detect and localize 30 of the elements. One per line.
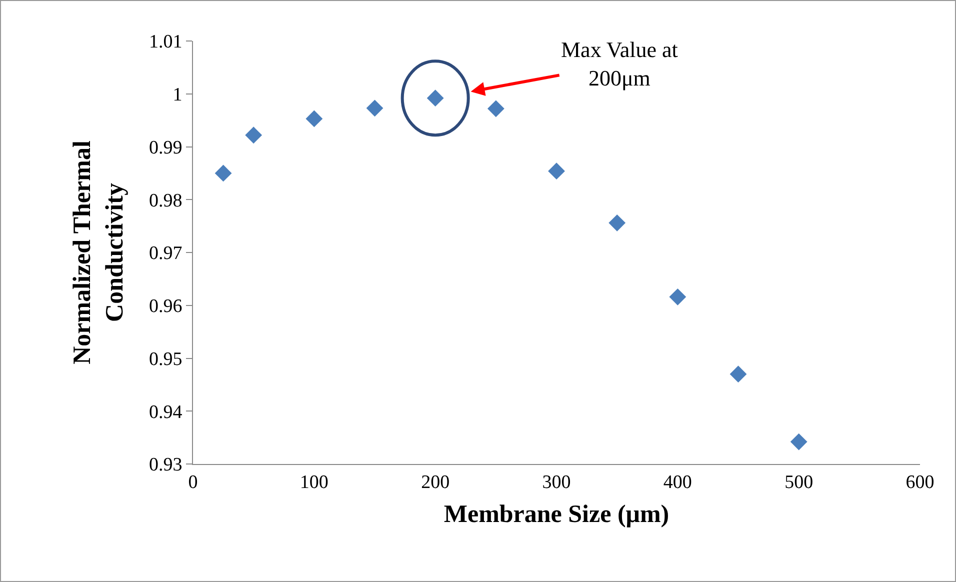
point xyxy=(730,366,747,383)
y-tick-label: 0.94 xyxy=(148,402,183,423)
x-axis-title: Membrane Size (μm) xyxy=(444,500,670,528)
x-tick-label: 200 xyxy=(421,472,450,493)
point xyxy=(548,162,565,180)
y-tick-label: 1 xyxy=(172,84,182,106)
y-tick-label: 0.99 xyxy=(148,137,182,158)
point xyxy=(790,433,808,450)
y-tick-label: 0.93 xyxy=(148,454,182,476)
y-tick-label: 0.96 xyxy=(148,296,182,318)
annotation: Max Value at 200μm xyxy=(561,37,678,91)
y-tick-label: 0.97 xyxy=(148,243,182,264)
point xyxy=(669,288,686,306)
x-tick-label: 400 xyxy=(663,472,692,493)
x-tick-label: 100 xyxy=(300,472,328,493)
point xyxy=(306,110,323,128)
point xyxy=(608,214,626,232)
x-tick-label: 0 xyxy=(188,472,198,493)
y-tick-label: 0.98 xyxy=(148,190,182,212)
point xyxy=(487,100,504,118)
y-tick-label: 1.01 xyxy=(148,32,182,53)
point xyxy=(245,126,262,144)
point xyxy=(214,164,232,182)
x-tick-label: 300 xyxy=(542,472,571,493)
x-tick-label: 600 xyxy=(906,472,934,493)
x-tick-label: 500 xyxy=(784,472,814,493)
point xyxy=(366,100,384,117)
y-axis-title: Normalized Thermal Conductivity xyxy=(69,140,129,364)
point xyxy=(426,90,444,107)
y-tick-label: 0.95 xyxy=(148,348,182,370)
